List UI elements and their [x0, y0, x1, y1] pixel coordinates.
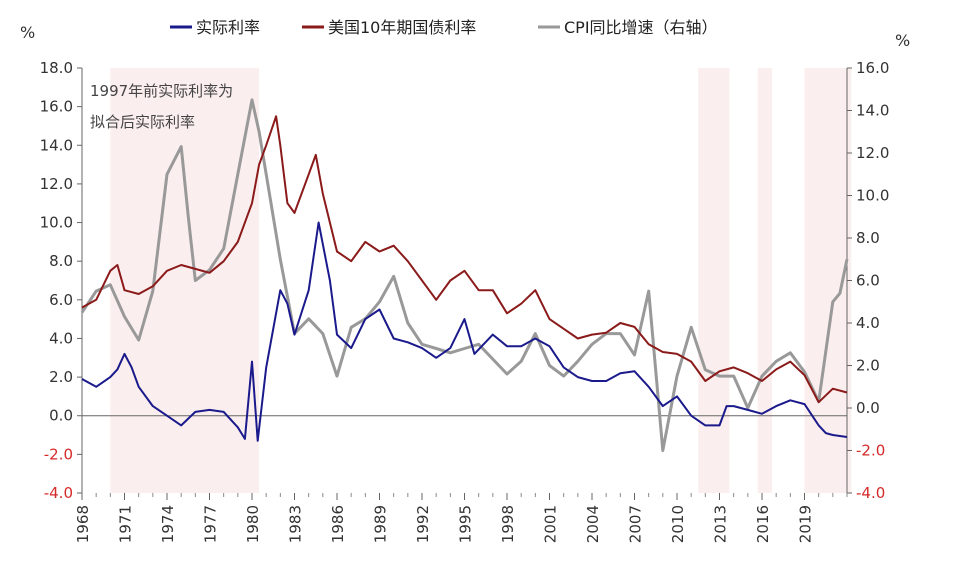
left-tick-label: 16.0	[40, 98, 73, 116]
legend: 实际利率 美国10年期国债利率 CPI同比增速（右轴）	[170, 18, 718, 37]
right-tick-label: 0.0	[856, 399, 880, 417]
right-tick-label: -4.0	[856, 484, 885, 502]
left-tick-label: 6.0	[49, 291, 73, 309]
x-tick-label: 2019	[797, 505, 815, 543]
x-tick-label: 2010	[669, 505, 687, 543]
legend-label-1: 美国10年期国债利率	[328, 18, 476, 37]
x-tick-label: 1971	[117, 505, 135, 543]
shaded-period-1	[698, 68, 730, 493]
x-tick-label: 1977	[202, 505, 220, 543]
left-tick-label: 10.0	[40, 214, 73, 232]
left-tick-label: -2.0	[44, 445, 73, 463]
x-tick-label: 2013	[712, 505, 730, 543]
legend-label-0: 实际利率	[196, 18, 260, 37]
x-tick-label: 1968	[74, 505, 92, 543]
x-tick-label: 1995	[457, 505, 475, 543]
left-tick-label: 2.0	[49, 368, 73, 386]
series-line-1	[81, 115, 848, 404]
x-tick-label: 1974	[159, 505, 177, 543]
right-tick-label: 12.0	[856, 144, 889, 162]
x-tick-label: 2001	[542, 505, 560, 543]
right-tick-label: -2.0	[856, 442, 885, 460]
right-tick-label: 10.0	[856, 187, 889, 205]
x-tick-label: 2004	[584, 505, 602, 543]
series-lines	[80, 98, 849, 452]
shaded-period-3	[804, 68, 852, 493]
series-line-0	[81, 221, 848, 442]
annotation-line-1: 拟合后实际利率	[90, 113, 195, 131]
right-tick-label: 6.0	[856, 272, 880, 290]
x-tick-label: 1998	[499, 505, 517, 543]
shaded-period-0	[110, 68, 260, 493]
left-tick-label: -4.0	[44, 484, 73, 502]
shaded-period-2	[757, 68, 772, 493]
right-tick-label: 4.0	[856, 314, 880, 332]
x-tick-label: 2007	[627, 505, 645, 543]
left-tick-label: 8.0	[49, 252, 73, 270]
right-unit-label: %	[895, 31, 910, 50]
left-tick-label: 4.0	[49, 329, 73, 347]
x-tick-label: 2016	[754, 505, 772, 543]
x-tick-label: 1989	[372, 505, 390, 543]
left-tick-label: 0.0	[49, 407, 73, 425]
series-line-2	[80, 98, 849, 452]
left-unit-label: %	[20, 23, 35, 42]
shaded-periods	[110, 68, 852, 493]
right-tick-label: 16.0	[856, 59, 889, 77]
x-tick-label: 1983	[287, 505, 305, 543]
left-tick-label: 14.0	[40, 136, 73, 154]
axes: 18.0 16.0 14.0 12.0 10.0 8.0 6.0 4.0 2.0 0.0 -2.0 -…	[20, 23, 910, 543]
x-tick-label: 1992	[414, 505, 432, 543]
annotation-line-0: 1997年前实际利率为	[90, 82, 233, 100]
x-tick-label: 1980	[244, 505, 262, 543]
left-tick-label: 18.0	[40, 59, 73, 77]
left-tick-label: 12.0	[40, 175, 73, 193]
right-tick-label: 14.0	[856, 102, 889, 120]
x-tick-label: 1986	[329, 505, 347, 543]
legend-label-2: CPI同比增速（右轴）	[564, 18, 718, 37]
right-tick-label: 8.0	[856, 229, 880, 247]
right-tick-label: 2.0	[856, 357, 880, 375]
